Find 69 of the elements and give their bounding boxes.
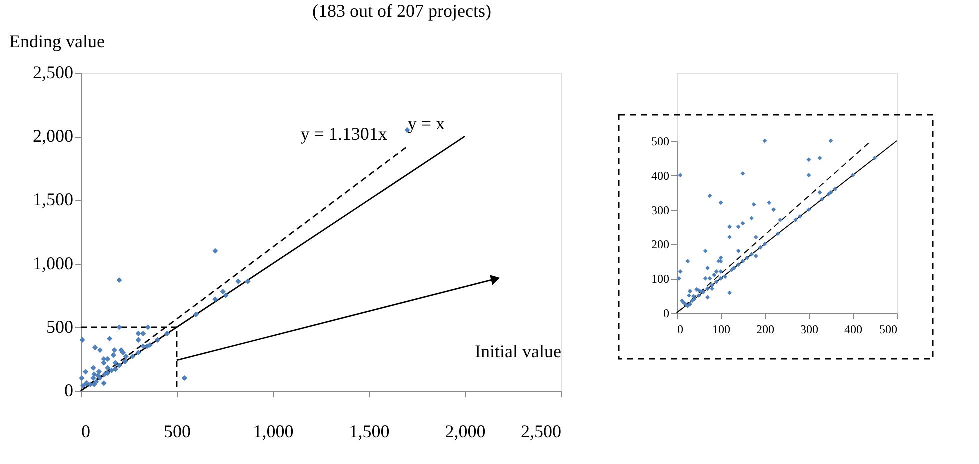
point <box>108 368 115 374</box>
point <box>136 350 142 356</box>
point <box>92 344 98 351</box>
x-tick-label: 400 <box>844 322 862 336</box>
point <box>140 330 146 337</box>
point <box>120 350 126 356</box>
point <box>212 248 218 254</box>
point <box>136 330 142 337</box>
point <box>236 278 242 284</box>
point <box>105 365 111 371</box>
x-tick-label: 300 <box>800 322 818 336</box>
point <box>105 370 111 376</box>
point <box>182 375 188 382</box>
point <box>84 380 90 386</box>
point <box>106 336 113 342</box>
series-label: y = x <box>408 114 445 134</box>
x-tick-label: 0 <box>82 422 90 442</box>
series-label: y = 1.1301x <box>300 124 388 144</box>
point <box>90 365 96 371</box>
y-tick-label: 2,500 <box>33 62 74 82</box>
point <box>96 369 102 375</box>
y-tick-label: 300 <box>652 203 670 218</box>
point <box>112 360 118 366</box>
point <box>112 366 118 372</box>
x-axis-title: Initial value <box>475 342 562 362</box>
point <box>116 278 122 284</box>
x-tick-label: 1,000 <box>253 422 294 442</box>
point <box>82 369 89 375</box>
point <box>97 347 104 354</box>
chart-title: (183 out of 207 projects) <box>312 1 492 21</box>
point <box>145 324 152 330</box>
point <box>164 330 170 337</box>
point <box>122 358 128 365</box>
x-tick-label: 2,500 <box>521 422 562 442</box>
y-tick-label: 400 <box>652 168 670 183</box>
point <box>116 362 122 368</box>
x-tick-label: 200 <box>756 322 774 336</box>
x-tick-label: 500 <box>880 322 898 336</box>
point <box>80 383 86 389</box>
point <box>110 352 116 358</box>
point <box>193 312 200 318</box>
point <box>116 324 122 330</box>
x-tick-label: 500 <box>164 422 191 442</box>
y-tick-label: 100 <box>652 272 670 286</box>
y-tick-label: 1,000 <box>33 253 74 274</box>
x-tick-label: 2,000 <box>445 422 486 442</box>
y-tick-label: 0 <box>64 380 74 400</box>
point <box>220 288 226 295</box>
y-tick-label: 500 <box>652 134 670 148</box>
point <box>223 292 229 298</box>
y-tick-label: 2,000 <box>33 126 74 146</box>
point <box>112 347 118 354</box>
point <box>154 337 161 343</box>
y-tick-label: 200 <box>652 238 670 252</box>
point <box>123 354 129 360</box>
x-tick-label: 100 <box>712 322 730 336</box>
point <box>94 379 100 385</box>
x-tick-label: 0 <box>678 322 684 336</box>
point <box>136 337 142 343</box>
point <box>245 278 251 284</box>
point <box>101 380 107 386</box>
y-tick-label: 1,500 <box>33 190 74 210</box>
x-tick-label: 1,500 <box>349 422 390 442</box>
point <box>80 337 86 343</box>
point <box>212 296 218 302</box>
y-axis-title: Ending value <box>10 32 105 52</box>
y-tick-label: 0 <box>664 306 670 320</box>
point <box>79 375 85 382</box>
point <box>130 354 136 360</box>
